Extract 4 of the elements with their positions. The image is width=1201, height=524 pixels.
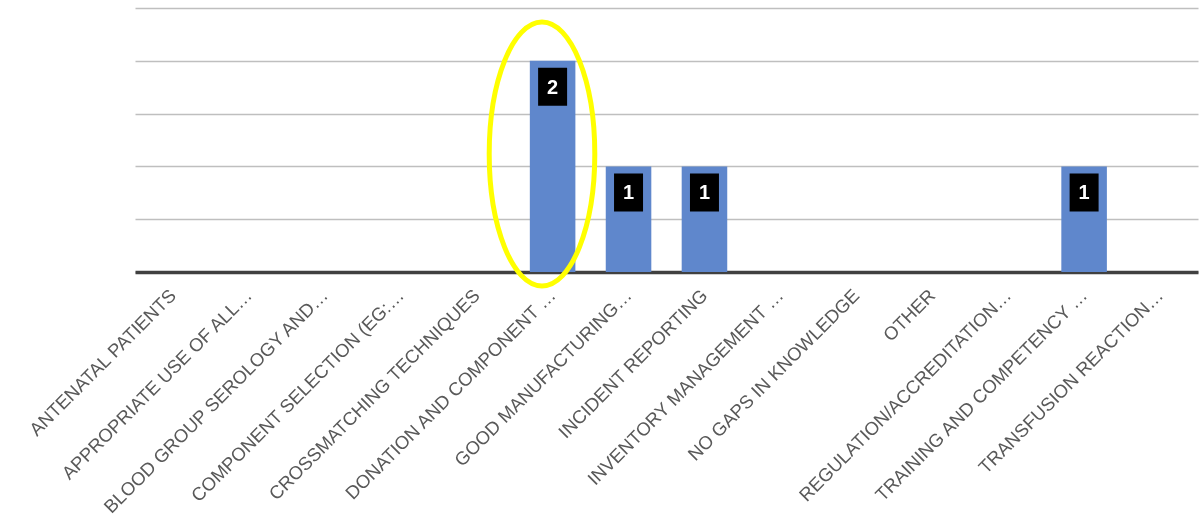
- data-label: 2: [547, 75, 559, 98]
- data-label: 1: [698, 181, 711, 204]
- data-label: 1: [622, 181, 635, 204]
- data-label: 1: [1078, 181, 1090, 204]
